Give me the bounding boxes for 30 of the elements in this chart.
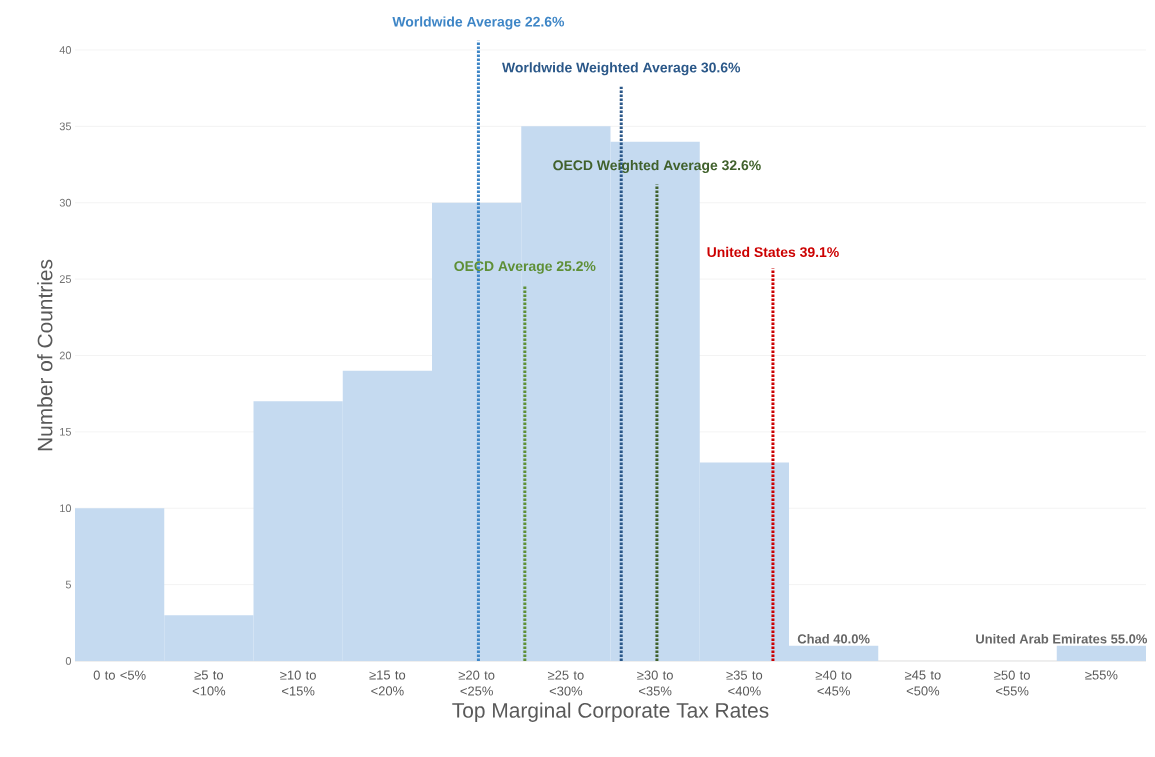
y-tick-label: 25 (59, 275, 72, 283)
y-tick-label: 35 (59, 122, 72, 131)
category-label: ≥45 to <50% (904, 670, 941, 696)
annotation: Chad 40.0% (797, 633, 870, 644)
category-label: ≥35 to <40% (726, 670, 763, 696)
ref-line-label: Worldwide Weighted Average 30.6% (502, 62, 741, 76)
y-tick-label: 5 (65, 580, 72, 589)
category-label: ≥40 to <45% (815, 670, 852, 696)
y-axis-title: Number of Countries (37, 259, 53, 451)
category-label: ≥55% (1085, 670, 1118, 680)
y-tick-label: 30 (59, 198, 72, 207)
ref-line-label: OECD Average 25.2% (454, 261, 596, 274)
ref-line-label: OECD Weighted Average 32.6% (553, 159, 761, 174)
category-label: 0 to <5% (93, 670, 146, 680)
y-tick-label: 15 (60, 428, 72, 436)
category-label: ≥20 to <25% (458, 670, 495, 696)
ref-line-label: Worldwide Average 22.6% (392, 16, 565, 30)
y-tick-label: 20 (59, 351, 72, 360)
annotation: United Arab Emirates 55.0% (976, 633, 1148, 644)
y-tick-label: 10 (60, 504, 72, 513)
y-tick-label: 0 (65, 657, 72, 665)
ref-line-label: United States 39.1% (707, 246, 839, 258)
category-label: ≥15 to <20% (369, 670, 406, 696)
category-label: ≥5 to <10% (192, 670, 226, 696)
category-label: ≥10 to <15% (280, 670, 316, 696)
category-label: ≥50 to <55% (994, 670, 1030, 696)
category-label: ≥25 to <30% (547, 670, 584, 696)
x-axis-title: Top Marginal Corporate Tax Rates (452, 702, 769, 722)
y-tick-label: 40 (59, 46, 72, 54)
category-label: ≥30 to <35% (637, 670, 673, 696)
